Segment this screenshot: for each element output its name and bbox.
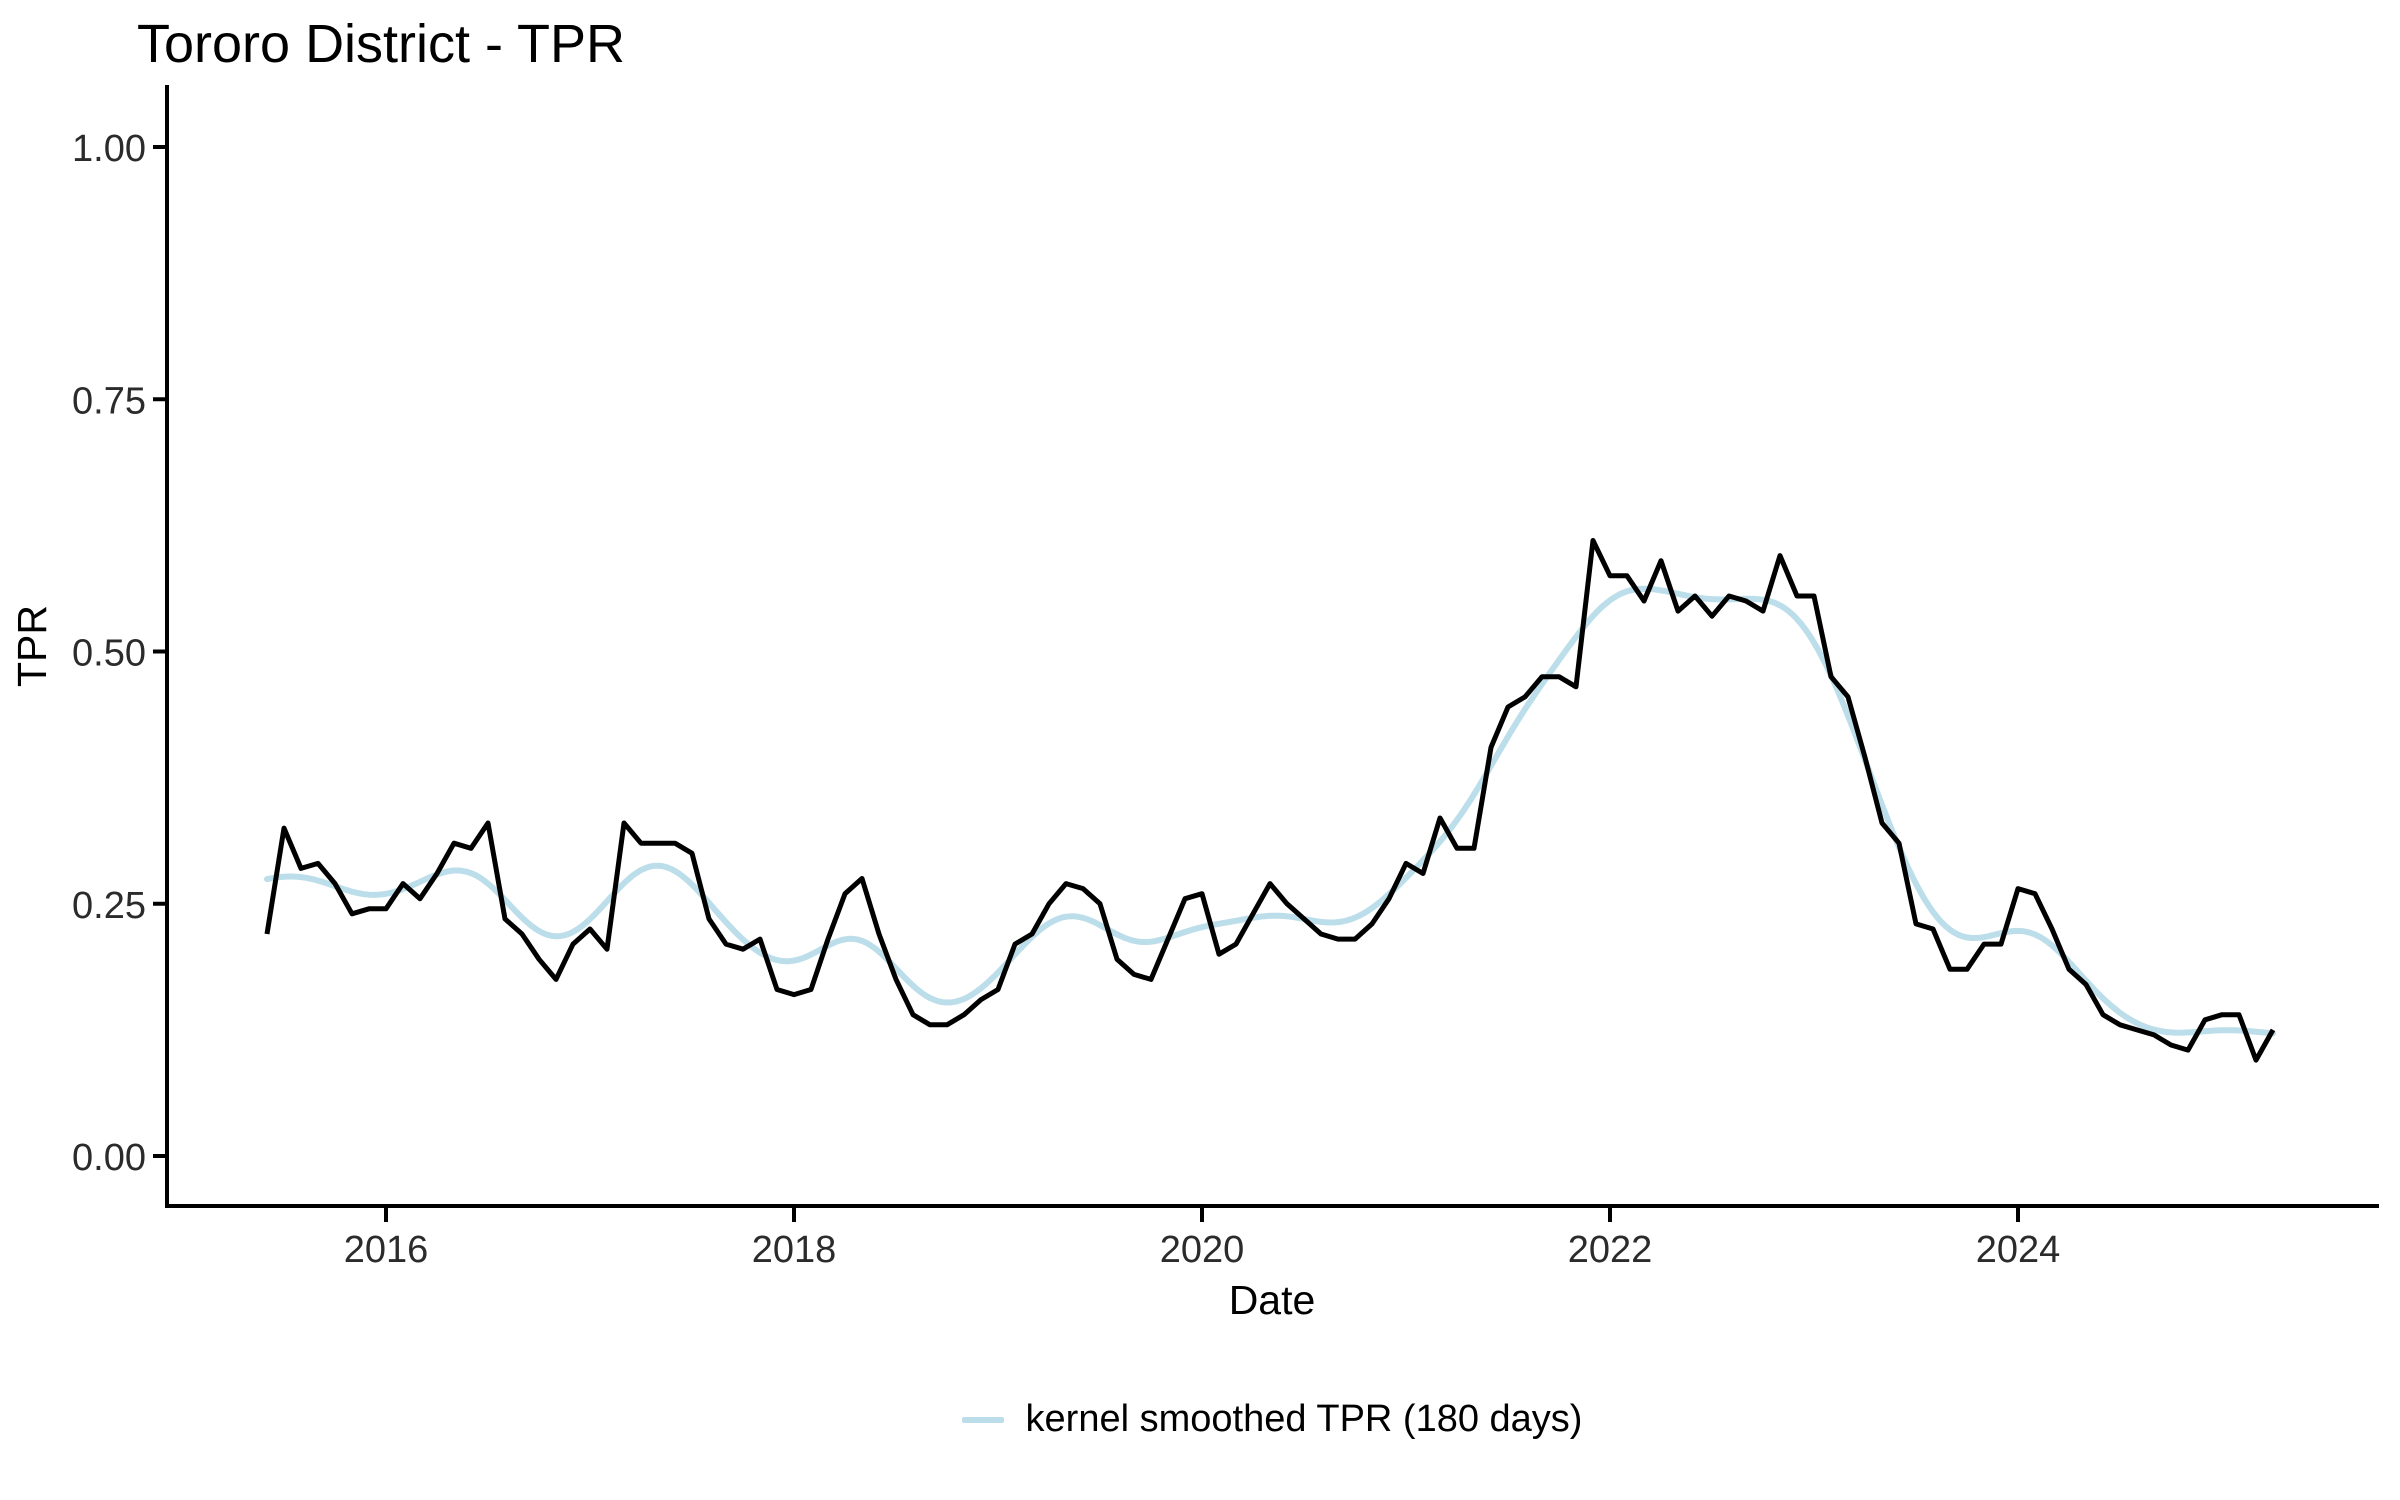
x-tick-label: 2018 — [752, 1229, 837, 1271]
y-axis: 0.00 0.25 0.50 0.75 1.00 TPR — [9, 85, 169, 1208]
x-tick-label: 2020 — [1160, 1229, 1245, 1271]
y-tick-label: 0.75 — [72, 380, 146, 422]
y-tick-label: 0.50 — [72, 633, 146, 675]
x-axis-label: Date — [1229, 1277, 1316, 1323]
legend: kernel smoothed TPR (180 days) — [165, 1398, 2379, 1441]
legend-label: kernel smoothed TPR (180 days) — [1025, 1398, 1583, 1440]
y-tick-label: 0.25 — [72, 885, 146, 927]
y-tick-label: 1.00 — [72, 128, 146, 170]
x-axis: 2016 2018 2020 2022 2024 Date — [165, 1204, 2379, 1323]
smoothed-line-swatch-icon — [961, 1416, 1004, 1423]
monthly-tpr-line — [264, 538, 2276, 1063]
chart-title: Tororo District - TPR — [137, 14, 625, 74]
kernel-smoothed-tpr-line — [264, 585, 2276, 1037]
x-tick-label: 2024 — [1976, 1229, 2061, 1271]
x-tick-label: 2022 — [1568, 1229, 1653, 1271]
y-axis-label: TPR — [9, 605, 55, 687]
y-tick-label: 0.00 — [72, 1137, 146, 1179]
y-tick-group: 0.00 0.25 0.50 0.75 1.00 — [72, 128, 167, 1179]
x-tick-group: 2016 2018 2020 2022 2024 — [344, 1206, 2061, 1271]
x-tick-label: 2016 — [344, 1229, 429, 1271]
